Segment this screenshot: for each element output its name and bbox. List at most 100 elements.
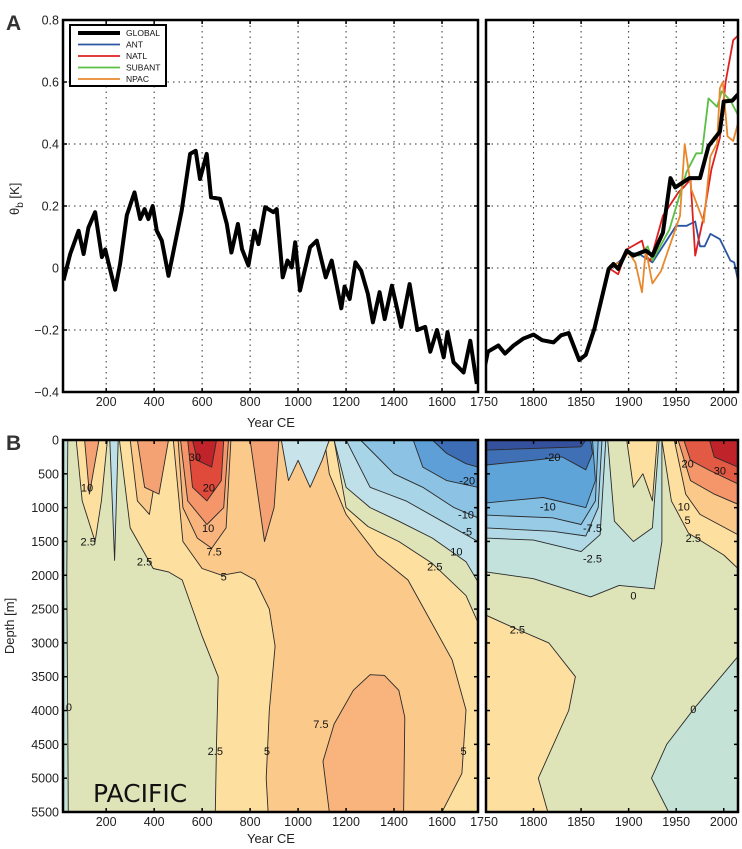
legend-label-subant: SUBANT [126,63,160,73]
contour-label: 0 [690,704,696,716]
contour-region-30 [709,440,738,468]
ylabel-subscript: b [15,202,26,208]
contour-region-lt0 [651,655,738,812]
x-tick-label: 200 [96,815,117,829]
contour-label: 5 [685,515,691,527]
x-tick-label: 1900 [615,815,643,829]
x-tick-label: 600 [192,395,213,409]
contour-label: 5 [264,746,270,758]
panel-b-xlabel: Year CE [247,831,295,846]
y-tick-label: 0 [52,434,59,448]
contour-region-lt0 [109,440,119,561]
x-tick-label: 1400 [380,815,408,829]
panel-b-letter: B [6,432,21,455]
ylabel-unit: [K] [7,183,22,203]
x-tick-label: 1200 [332,395,360,409]
contour-label: 20 [681,459,693,471]
contour-label: 20 [203,482,215,494]
panel-b-left-frame [61,438,480,814]
x-tick-label: 1750 [470,815,498,829]
contour-label: -10 [458,509,474,521]
x-tick-label: 1750 [470,395,498,409]
x-tick-label: 2000 [710,395,738,409]
x-tick-label: 800 [240,815,261,829]
contour-label: 5 [461,746,467,758]
y-tick-label: 3500 [31,670,59,684]
contour-region-lt0 [280,440,330,488]
x-tick-label: 1950 [662,395,690,409]
x-tick-label: 1800 [520,395,548,409]
contour-label: -2.5 [583,553,602,565]
y-tick-label: 5500 [31,806,59,820]
y-tick-label: 0.8 [42,14,59,28]
x-tick-label: 1200 [332,815,360,829]
legend-label-natl: NATL [126,51,147,61]
y-tick-label: −0.4 [34,386,59,400]
contour-label: 2.5 [137,557,152,569]
contour-label: -20 [545,452,561,464]
contour-region-lt0 [63,440,69,812]
x-tick-label: 1000 [284,395,312,409]
y-tick-label: 2000 [31,569,59,583]
contour-label: 10 [678,501,690,513]
x-tick-label: 200 [96,395,117,409]
x-tick-label: 1400 [380,395,408,409]
y-tick-label: 4000 [31,704,59,718]
contour-label: 0 [630,591,636,603]
y-tick-label: 3000 [31,636,59,650]
panel-b-right-frame [484,438,740,814]
series-group [486,93,738,371]
contour-label: 2.5 [81,536,96,548]
panel-a: 200 400 600 800 1000 1200 1400 1600 1750 1800 1850… [34,14,740,409]
x-tick-label: 400 [144,395,165,409]
contour-label: 10 [450,547,462,559]
contour-label: 2.5 [427,561,442,573]
contour-label: 5 [221,572,227,584]
contour-label: 2.5 [510,624,525,636]
contour-region-2p5 [486,614,576,812]
contour-region-2p5 [626,440,658,502]
x-tick-label: 1800 [520,815,548,829]
x-tick-label: 1850 [567,815,595,829]
legend-label-global: GLOBAL [126,28,160,38]
y-tick-label: 5000 [31,772,59,786]
panel-a-letter: A [6,12,21,35]
contour-label: 30 [714,465,726,477]
y-tick-label: −0.2 [34,324,59,338]
contour-region-10 [249,440,280,542]
contour-label: 7.5 [206,547,221,559]
contour-region-10 [84,440,100,495]
y-tick-label: 4500 [31,738,59,752]
x-tick-label: 400 [144,815,165,829]
series-line-subant [626,90,738,262]
x-tick-label: 1850 [567,395,595,409]
contour-region--20 [431,440,478,468]
x-tick-label: 1600 [428,815,456,829]
y-tick-label: 2500 [31,603,59,617]
y-tick-label: 500 [38,467,59,481]
contour-region--25 [486,440,587,451]
x-tick-label: 2000 [710,815,738,829]
series-group [626,90,738,262]
x-tick-label: 1900 [615,395,643,409]
contour-region-30 [192,440,217,468]
series-group [609,81,738,294]
series-line-npac [609,81,738,294]
contour-label: -20 [459,476,475,488]
x-tick-label: 1950 [662,815,690,829]
panel-a-xlabel: Year CE [247,415,295,430]
y-tick-label: 0 [52,262,59,276]
contour-label: 0 [66,702,72,714]
y-tick-label: 1000 [31,501,59,515]
contour-label: 10 [81,482,93,494]
x-tick-label: 800 [240,395,261,409]
contour-label: 7.5 [313,719,328,731]
contour-label: 2.5 [686,533,701,545]
ylabel-theta: θ [7,208,22,215]
contour-region-7p5 [322,674,406,812]
contour-label: -7.5 [583,523,602,535]
series-group [63,148,478,385]
